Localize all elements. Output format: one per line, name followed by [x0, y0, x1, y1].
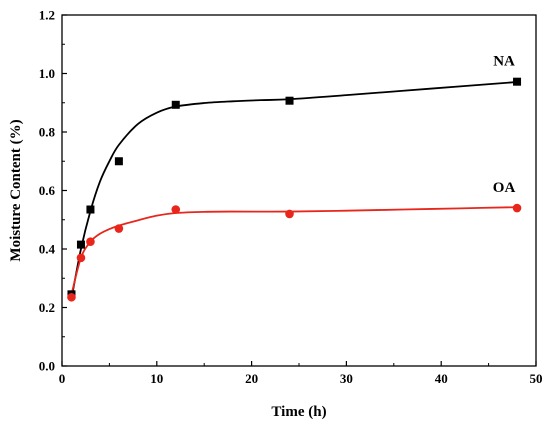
- na-point: [86, 205, 95, 214]
- oa-point: [285, 209, 294, 219]
- x-tick-label: 30: [340, 371, 353, 386]
- y-tick-label: 1.2: [39, 8, 55, 23]
- x-tick-label: 40: [435, 371, 448, 386]
- y-axis-title: Moisture Content (%): [8, 119, 24, 261]
- oa-point: [67, 292, 76, 302]
- na-series-label: NA: [493, 54, 515, 70]
- x-axis-title: Time (h): [271, 404, 326, 420]
- x-tick-label: 20: [245, 371, 258, 386]
- axes: [61, 14, 537, 367]
- na-fit-curve: [70, 81, 518, 299]
- na-point: [76, 240, 85, 249]
- oa-point: [114, 224, 124, 233]
- x-tick-label: 10: [150, 371, 163, 386]
- y-tick-label: 0.8: [39, 125, 56, 140]
- x-tick-label: 0: [59, 371, 66, 386]
- oa-series-label: OA: [493, 180, 516, 196]
- na-point: [114, 157, 123, 166]
- plot-frame: [61, 14, 537, 367]
- x-tick-label: 50: [530, 371, 543, 386]
- na-point: [171, 100, 180, 109]
- y-tick-label: 0.4: [39, 242, 56, 257]
- na-point: [285, 96, 294, 105]
- y-tick-label: 0.2: [39, 300, 55, 315]
- labels: 0 10 20 30 40 50 0.0 0.2 0.4 0.6 0.8 1.0 1.2 Time (h)…: [8, 8, 543, 421]
- data-markers: [67, 77, 522, 302]
- y-tick-label: 0.6: [39, 183, 56, 198]
- oa-point: [171, 205, 181, 214]
- y-tick-label: 0.0: [39, 359, 55, 374]
- oa-point: [512, 203, 522, 213]
- fit-curves: [70, 81, 518, 299]
- oa-point: [86, 237, 95, 246]
- oa-fit-curve: [70, 206, 518, 295]
- oa-point: [76, 253, 86, 263]
- y-tick-label: 1.0: [39, 66, 55, 81]
- na-point: [513, 77, 522, 86]
